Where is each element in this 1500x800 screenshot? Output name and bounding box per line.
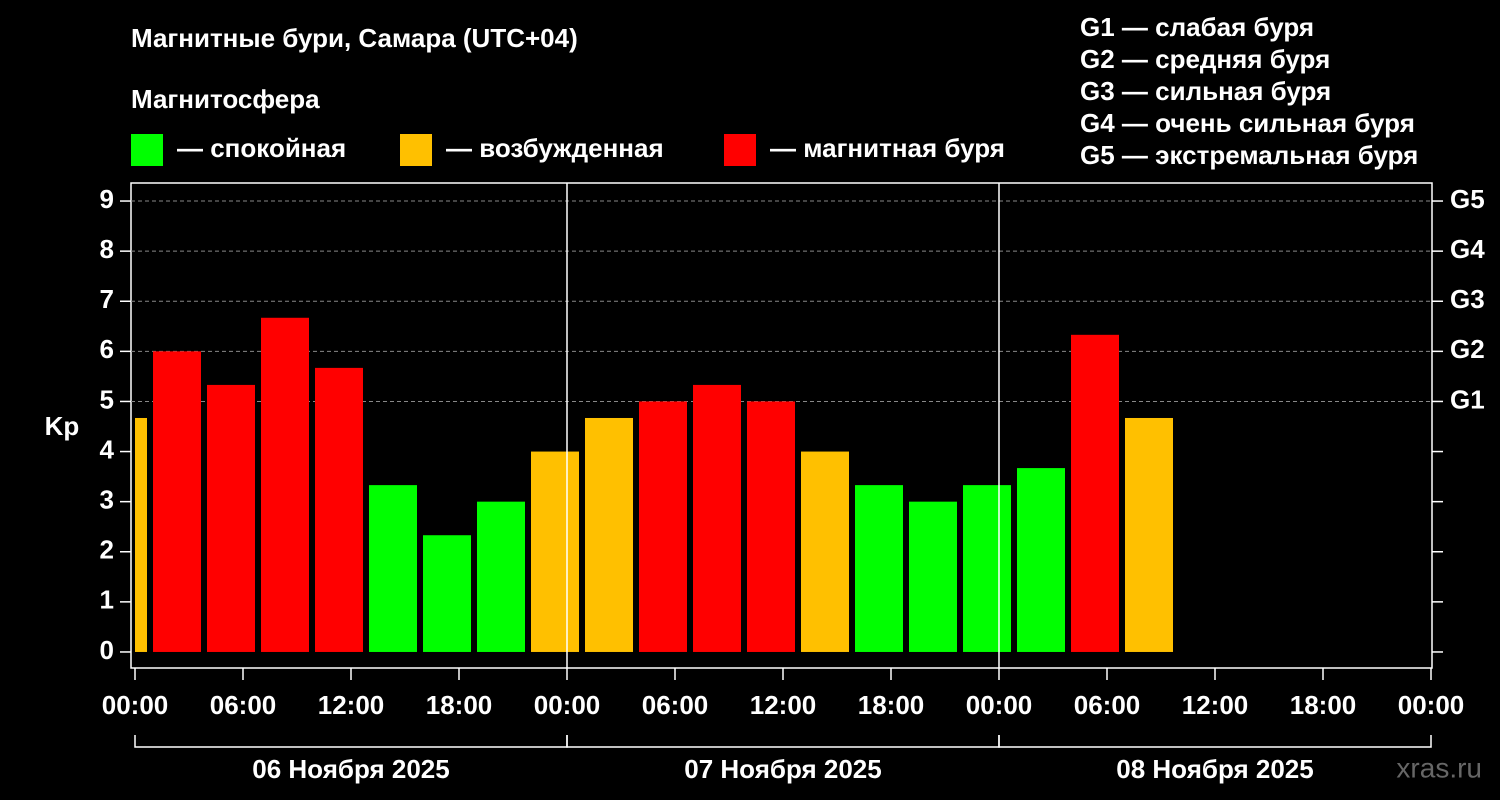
x-tick-label: 18:00: [858, 690, 925, 720]
bar: [153, 351, 201, 652]
bar: [315, 367, 363, 652]
bar: [531, 451, 579, 652]
bar: [261, 317, 309, 652]
scale-legend-item: G3 — сильная буря: [1080, 76, 1331, 106]
x-tick-label: 12:00: [750, 690, 817, 720]
day-label: 08 Ноября 2025: [1116, 754, 1313, 784]
x-tick-label: 06:00: [210, 690, 277, 720]
bar: [369, 485, 417, 652]
x-tick-label: 18:00: [1290, 690, 1357, 720]
y2-tick-label: G4: [1450, 234, 1485, 264]
x-tick-label: 00:00: [534, 690, 601, 720]
day-bracket: [566, 735, 1000, 748]
y-tick-label: 4: [100, 434, 115, 464]
scale-legend-item: G5 — экстремальная буря: [1080, 140, 1418, 170]
y-tick-label: 8: [100, 234, 114, 264]
day-bracket: [134, 735, 568, 748]
legend-swatch: [724, 134, 756, 166]
y2-tick-label: G2: [1450, 334, 1485, 364]
y2-tick-label: G5: [1450, 184, 1485, 214]
bar: [135, 417, 147, 652]
y2-tick-label: G1: [1450, 384, 1485, 414]
day-label: 07 Ноября 2025: [684, 754, 881, 784]
bar: [963, 485, 1011, 652]
scale-legend-item: G1 — слабая буря: [1080, 12, 1314, 42]
legend-label: — магнитная буря: [770, 133, 1005, 163]
bar: [585, 417, 633, 652]
bar: [909, 501, 957, 652]
bar: [1071, 334, 1119, 652]
x-tick-label: 00:00: [966, 690, 1033, 720]
bar: [855, 485, 903, 652]
scale-legend-item: G2 — средняя буря: [1080, 44, 1330, 74]
y-tick-label: 6: [100, 334, 114, 364]
watermark: xras.ru: [1396, 752, 1482, 783]
y-tick-label: 7: [100, 284, 114, 314]
bar: [207, 384, 255, 652]
y-tick-label: 5: [100, 384, 114, 414]
day-bracket: [998, 735, 1432, 748]
legend-label: — возбужденная: [446, 133, 664, 163]
bar: [1017, 468, 1065, 652]
chart-subtitle: Магнитосфера: [131, 84, 320, 114]
y-axis-label: Kp: [45, 411, 80, 441]
legend-label: — спокойная: [177, 133, 346, 163]
bar: [693, 384, 741, 652]
chart-title: Магнитные бури, Самара (UTC+04): [131, 23, 578, 53]
plot-frame: [130, 182, 1433, 669]
x-tick-label: 12:00: [1182, 690, 1249, 720]
legend-swatch: [400, 134, 432, 166]
x-tick-label: 00:00: [1398, 690, 1465, 720]
day-label: 06 Ноября 2025: [252, 754, 449, 784]
bar: [423, 535, 471, 652]
scale-legend-item: G4 — очень сильная буря: [1080, 108, 1415, 138]
bar: [477, 501, 525, 652]
y-tick-label: 2: [100, 535, 114, 565]
x-tick-label: 18:00: [426, 690, 493, 720]
x-tick-label: 06:00: [1074, 690, 1141, 720]
y-tick-label: 3: [100, 485, 114, 515]
y-tick-label: 1: [100, 585, 114, 615]
bar: [747, 401, 795, 652]
y2-tick-label: G3: [1450, 284, 1485, 314]
bar: [801, 451, 849, 652]
y-tick-label: 9: [100, 184, 114, 214]
x-tick-label: 00:00: [102, 690, 169, 720]
bar: [1125, 417, 1173, 652]
x-tick-label: 12:00: [318, 690, 385, 720]
x-tick-label: 06:00: [642, 690, 709, 720]
bar: [639, 401, 687, 652]
y-tick-label: 0: [100, 635, 114, 665]
legend-swatch: [131, 134, 163, 166]
